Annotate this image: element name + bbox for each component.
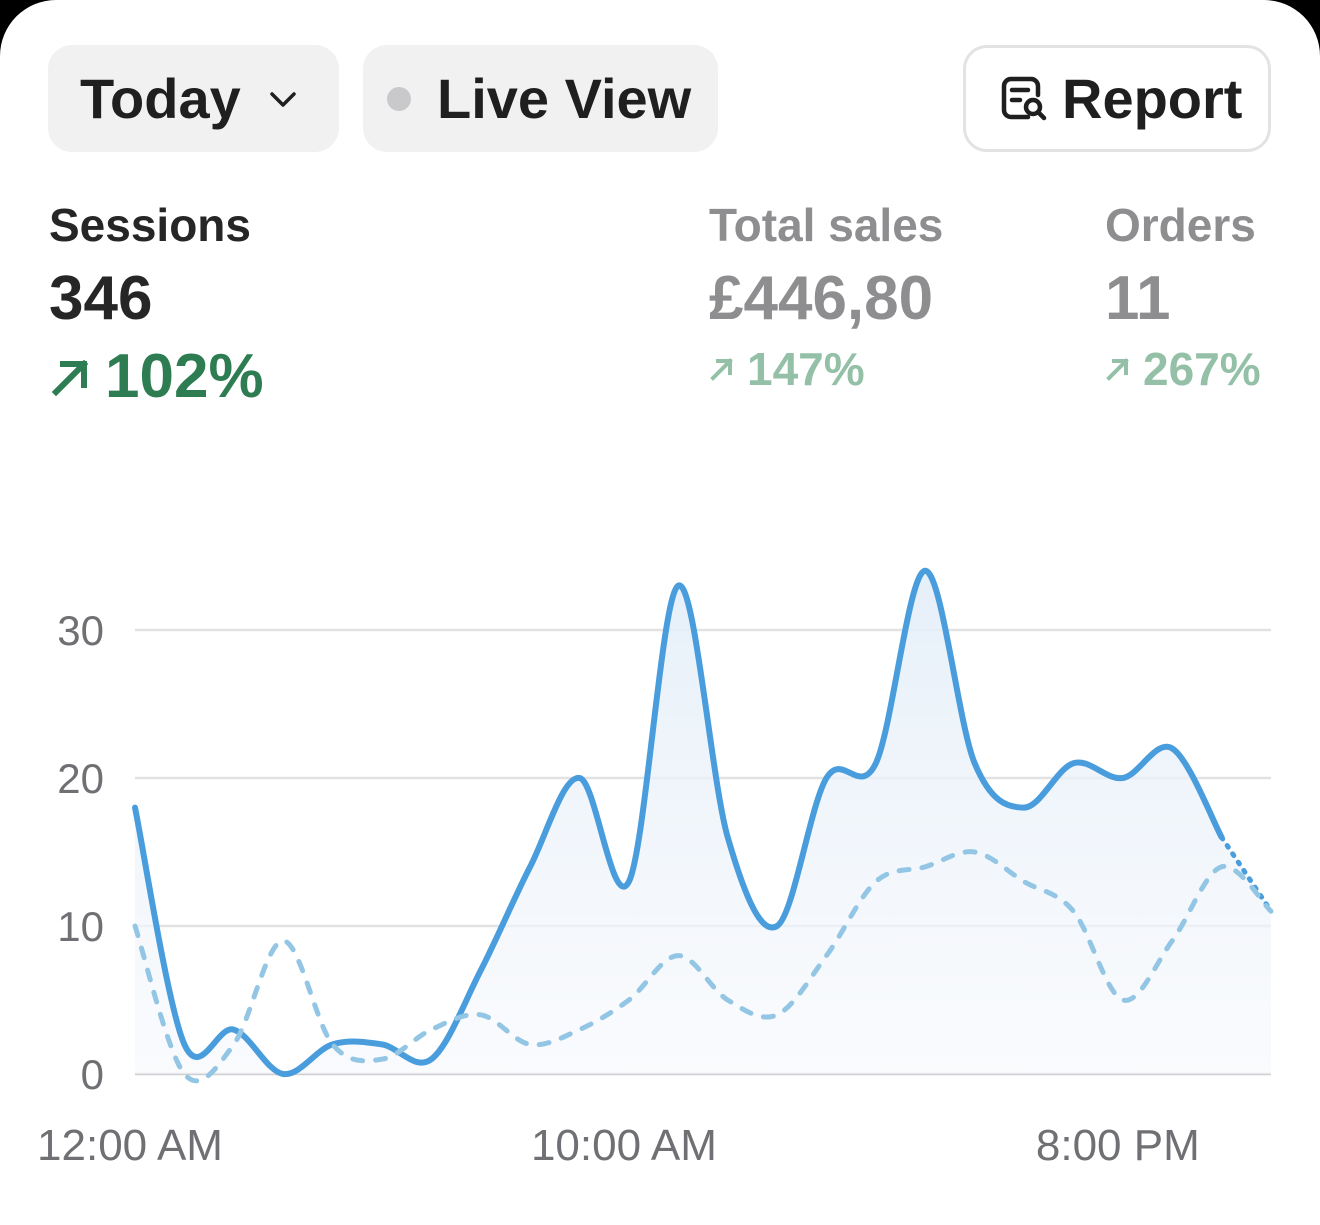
chevron-down-icon [270, 91, 296, 107]
live-dot-icon [387, 86, 411, 111]
live-view-button[interactable]: Live View [363, 45, 718, 152]
sessions-series-line [132, 567, 1225, 1078]
sessions-area [135, 570, 1271, 1075]
y-tick-label: 30 [57, 607, 104, 654]
y-tick-label: 0 [81, 1051, 104, 1098]
metric-sessions[interactable]: Sessions 346 102% [49, 202, 264, 408]
orders-change: 267% [1105, 346, 1261, 392]
y-tick-label: 10 [57, 903, 104, 950]
date-filter-dropdown[interactable]: Today [48, 45, 339, 152]
y-tick-label: 20 [57, 755, 104, 802]
metric-total-sales[interactable]: Total sales £446,80 147% [709, 202, 943, 392]
sessions-series-projection [1219, 834, 1274, 914]
x-tick-label: 12:00 AM [37, 1121, 223, 1170]
sessions-label: Sessions [49, 199, 251, 251]
total-sales-change-value: 147% [747, 343, 865, 395]
total-sales-value: £446,80 [709, 264, 934, 333]
orders-change-value: 267% [1143, 343, 1261, 395]
arrow-up-right-icon [1106, 358, 1129, 381]
total-sales-change: 147% [709, 346, 943, 392]
sessions-value: 346 [49, 264, 153, 333]
total-sales-label: Total sales [709, 199, 944, 251]
date-filter-label: Today [80, 67, 241, 130]
x-tick-label: 8:00 PM [1036, 1121, 1200, 1170]
sessions-change: 102% [49, 346, 264, 408]
metric-orders[interactable]: Orders 11 267% [1105, 202, 1261, 392]
report-button[interactable]: Report [963, 45, 1271, 152]
orders-value: 11 [1105, 264, 1171, 333]
live-view-label: Live View [437, 67, 692, 130]
x-tick-label: 10:00 AM [531, 1121, 717, 1170]
sessions-chart: 0 10 20 30 12:00 AM 10:00 AM 8:00 PM [37, 567, 1274, 1170]
sessions-change-value: 102% [105, 342, 264, 411]
arrow-up-right-icon [51, 359, 89, 397]
report-search-icon [1001, 76, 1047, 120]
comparison-series-line [132, 849, 1274, 1084]
orders-label: Orders [1105, 199, 1256, 251]
arrow-up-right-icon [710, 358, 733, 381]
report-label: Report [1062, 67, 1243, 130]
